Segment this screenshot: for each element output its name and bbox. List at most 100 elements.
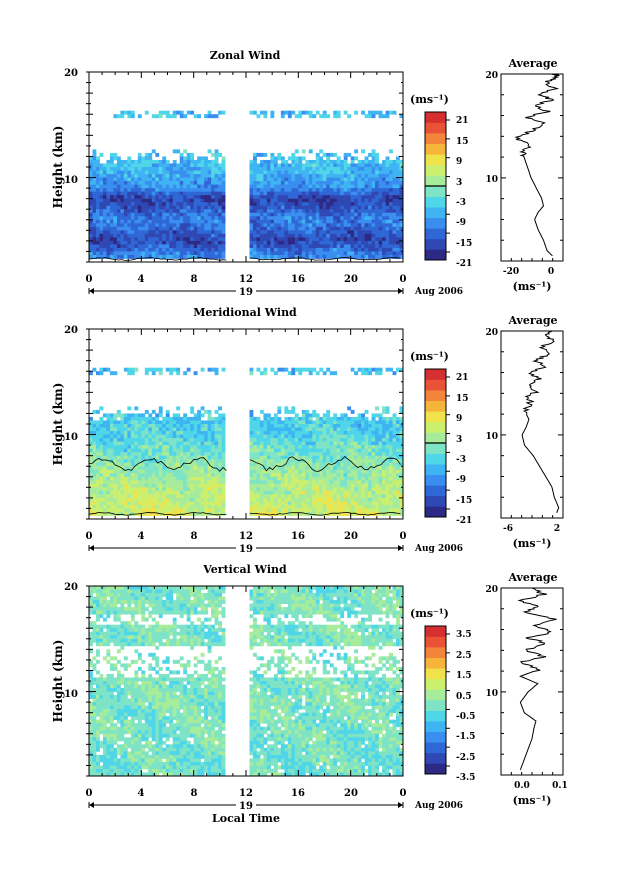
heatmap-cell (131, 237, 135, 241)
heatmap-cell (337, 512, 341, 516)
heatmap-cell (368, 202, 372, 206)
heatmap-cell (127, 452, 131, 456)
heatmap-cell (141, 445, 145, 449)
heatmap-cell (89, 192, 93, 196)
heatmap-cell (131, 508, 135, 512)
heatmap-cell (375, 156, 379, 160)
heatmap-cell (215, 480, 219, 484)
heatmap-cell (194, 230, 198, 234)
heatmap-cell (208, 452, 212, 456)
heatmap-cell (256, 167, 260, 171)
heatmap-cell (162, 417, 166, 421)
heatmap-cell (281, 188, 285, 192)
heatmap-cell (204, 192, 208, 196)
heatmap-cell (312, 459, 316, 463)
heatmap-cell (106, 452, 110, 456)
heatmap-cell (197, 410, 201, 414)
heatmap-cell (365, 234, 369, 238)
heatmap-cell (326, 251, 330, 255)
heatmap-cell (211, 248, 215, 252)
heatmap-cell (281, 494, 285, 498)
heatmap-cell (368, 473, 372, 477)
heatmap-cell (298, 435, 302, 439)
heatmap-cell (183, 420, 187, 424)
heatmap-cell (372, 498, 376, 502)
heatmap-cell (375, 470, 379, 474)
heatmap-cell (277, 487, 281, 491)
heatmap-cell (305, 160, 309, 164)
heatmap-cell (194, 473, 198, 477)
heatmap-cell (204, 185, 208, 189)
heatmap-cell (127, 459, 131, 463)
heatmap-cell (208, 209, 212, 213)
heatmap-cell (215, 431, 219, 435)
heatmap-cell (106, 223, 110, 227)
heatmap-cell (89, 171, 93, 175)
heatmap-cell (197, 171, 201, 175)
heatmap-cell (103, 192, 107, 196)
heatmap-cell (159, 199, 163, 203)
heatmap-cell (284, 244, 288, 248)
heatmap-cell (379, 241, 383, 245)
heatmap-cell (113, 244, 117, 248)
heatmap-cell (215, 410, 219, 414)
heatmap-cell (253, 199, 257, 203)
heatmap-cell (302, 452, 306, 456)
heatmap-cell (141, 167, 145, 171)
heatmap-cell (340, 452, 344, 456)
heatmap-cell (351, 417, 355, 421)
heatmap-cell (215, 456, 219, 460)
heatmap-cell (201, 160, 205, 164)
heatmap-cell (372, 199, 376, 203)
heatmap-cell (152, 371, 156, 375)
heatmap-cell (319, 255, 323, 259)
heatmap-cell (99, 251, 103, 255)
heatmap-cell (323, 417, 327, 421)
heatmap-cell (201, 244, 205, 248)
heatmap-cell (127, 491, 131, 495)
heatmap-cell (103, 202, 107, 206)
heatmap-cell (173, 424, 177, 428)
heatmap-cell (389, 188, 393, 192)
heatmap-cell (194, 442, 198, 446)
heatmap-cell (312, 428, 316, 432)
heatmap-cell (337, 160, 341, 164)
heatmap-cell (284, 185, 288, 189)
heatmap-cell (113, 156, 117, 160)
heatmap-cell (103, 185, 107, 189)
x-tick-label: 8 (191, 274, 198, 285)
heatmap-cell (309, 199, 313, 203)
heatmap-cell (305, 438, 309, 442)
heatmap-cell (284, 442, 288, 446)
heatmap-cell (326, 156, 330, 160)
heatmap-cell (274, 417, 278, 421)
heatmap-cell (117, 216, 121, 220)
heatmap-cell (145, 491, 149, 495)
heatmap-cell (309, 213, 313, 217)
heatmap-cell (365, 501, 369, 505)
heatmap-cell (330, 456, 334, 460)
heatmap-cell (302, 223, 306, 227)
heatmap-cell (89, 424, 93, 428)
heatmap-cell (382, 234, 386, 238)
heatmap-cell (218, 498, 222, 502)
heatmap-cell (274, 498, 278, 502)
heatmap-cell (218, 181, 222, 185)
heatmap-cell (277, 230, 281, 234)
heatmap-cell (375, 174, 379, 178)
heatmap-cell (351, 178, 355, 182)
heatmap-cell (106, 470, 110, 474)
heatmap-cell (309, 227, 313, 231)
heatmap-cell (389, 227, 393, 231)
heatmap-cell (124, 413, 128, 417)
heatmap-cell (330, 424, 334, 428)
heatmap-cell (211, 241, 215, 245)
heatmap-cell (323, 160, 327, 164)
heatmap-cell (134, 431, 138, 435)
heatmap-cell (382, 195, 386, 199)
heatmap-cell (218, 501, 222, 505)
heatmap-cell (372, 255, 376, 259)
heatmap-cell (103, 498, 107, 502)
heatmap-cell (298, 463, 302, 467)
heatmap-cell (291, 227, 295, 231)
